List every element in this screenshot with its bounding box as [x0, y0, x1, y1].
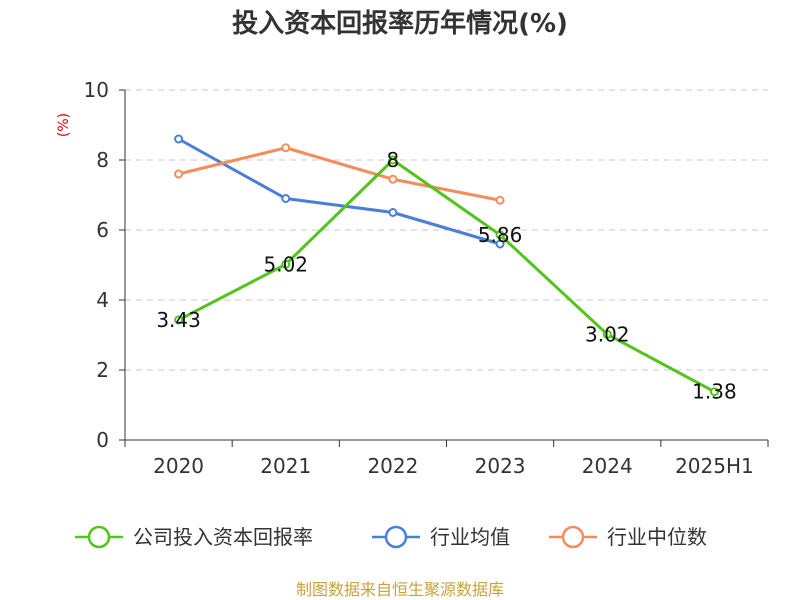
data-point [495, 230, 505, 240]
y-tick-label: 2 [96, 358, 109, 382]
legend-label: 公司投入资本回报率 [133, 525, 313, 549]
data-point [388, 155, 398, 165]
series-line [178, 146, 501, 202]
x-tick-label: 2020 [153, 454, 204, 478]
legend-label: 行业中位数 [607, 525, 707, 549]
y-tick-labels: 0 2 4 6 8 10 [84, 78, 109, 452]
legend-marker [87, 525, 111, 549]
x-tick-labels: 2020 2021 2022 2023 2024 2025H1 [153, 454, 754, 478]
data-point [281, 143, 291, 153]
series-group [174, 134, 719, 397]
source-note: 制图数据来自恒生聚源数据库 [296, 580, 504, 599]
legend-label: 行业均值 [430, 525, 510, 549]
data-point [174, 134, 184, 144]
x-tick-label: 2022 [367, 454, 418, 478]
data-point [281, 259, 291, 269]
y-tick-label: 10 [84, 78, 109, 102]
axes [119, 89, 769, 447]
data-point [388, 174, 398, 184]
series-line [177, 137, 501, 246]
data-point [388, 208, 398, 217]
data-point [174, 169, 184, 179]
data-point [495, 239, 505, 249]
data-label: 1.38 [692, 380, 737, 404]
data-point [602, 329, 612, 339]
x-tick-label: 2023 [475, 454, 526, 478]
y-axis-label: (%) [56, 113, 72, 137]
data-point [281, 194, 291, 203]
data-label: 3.02 [585, 322, 630, 346]
series-line [177, 158, 716, 394]
data-point [174, 315, 184, 325]
data-label: 5.02 [263, 252, 308, 276]
y-tick-label: 8 [96, 148, 109, 172]
legend: 公司投入资本回报率 行业均值 行业中位数 [75, 525, 707, 549]
data-label: 8 [387, 148, 400, 172]
legend-marker [561, 525, 585, 549]
x-tick-label: 2021 [260, 454, 311, 478]
legend-marker [384, 525, 408, 549]
chart-title: 投入资本回报率历年情况(%) [232, 8, 568, 39]
data-label: 3.43 [156, 308, 201, 332]
y-tick-label: 6 [96, 218, 109, 242]
data-labels: 3.43 5.02 8 5.86 3.02 1.38 [156, 148, 736, 404]
y-tick-label: 0 [96, 428, 109, 452]
data-point [709, 387, 719, 397]
x-tick-label: 2024 [582, 454, 633, 478]
x-tick-label: 2025H1 [675, 454, 754, 478]
y-tick-label: 4 [96, 288, 109, 312]
data-label: 5.86 [478, 223, 523, 247]
gridlines [125, 89, 768, 371]
data-point [495, 195, 505, 205]
